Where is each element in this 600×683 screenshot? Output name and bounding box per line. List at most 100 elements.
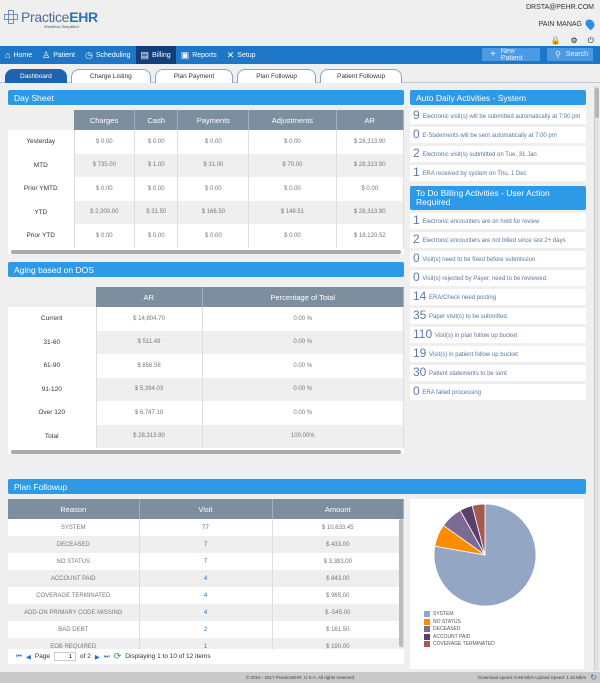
table-row[interactable]: ADD-ON PRIMARY CODE MISSING 4 $ -545.00 <box>8 604 404 621</box>
last-page-icon[interactable]: ⏭ <box>103 652 110 660</box>
todo-item[interactable]: 0 Visit(s) rejected by Payer, need to be… <box>410 270 586 286</box>
tab-plan-followup[interactable]: Plan Followup <box>237 69 317 83</box>
page-scrollbar-thumb[interactable] <box>595 88 599 118</box>
footer: © 2016 - 2017 PracticeEHR, U.S.A. All ri… <box>0 672 600 683</box>
activity-item[interactable]: 9 Electronic visit(s) will be submitted … <box>410 108 586 124</box>
nav-setup[interactable]: ✕ Setup <box>226 49 256 60</box>
main-nav: ⌂ Home ♙ Patient ◷ Scheduling ▤ Billing ▣ Rep… <box>0 46 600 64</box>
activities-column: Auto Daily Activities - System 9 Electro… <box>410 90 586 400</box>
todo-item[interactable]: 19 Visit(s) in patient follow up bucket <box>410 346 586 362</box>
plus-icon: + <box>490 49 496 60</box>
logo-cross-icon <box>4 10 20 24</box>
gear-icon[interactable]: ⚙ <box>570 36 578 45</box>
table-row: 91-120 $ 5,394.03 0.00 % <box>8 377 404 401</box>
practice-name[interactable]: PAIN MANAG <box>538 20 582 28</box>
todo-item[interactable]: 0 ERA failed processing <box>410 384 586 400</box>
search-icon: ⚲ <box>555 50 561 59</box>
page-scrollbar[interactable] <box>594 86 599 671</box>
table-row: Total $ 28,313.90 100.00% <box>8 424 404 448</box>
aging-hscroll[interactable] <box>11 450 401 454</box>
copyright: © 2016 - 2017 PracticeEHR, U.S.A. All ri… <box>245 675 355 680</box>
col-charges: Charges <box>74 110 136 130</box>
plan-followup-panel: Plan Followup Reason Visit Amount SYSTEM… <box>8 479 586 669</box>
search-button[interactable]: ⚲ Search <box>547 48 593 61</box>
location-pin-icon[interactable] <box>583 17 597 31</box>
tab-dashboard[interactable]: Dashboard <box>5 69 67 83</box>
day-sheet-panel: Day Sheet Charges Cash Payments Adjustme… <box>8 90 405 256</box>
col-visit: Visit <box>139 499 273 519</box>
col-percentage: Percentage of Total <box>202 287 404 307</box>
todo-item[interactable]: 14 ERA/Check need posting <box>410 289 586 305</box>
plan-followup-title: Plan Followup <box>8 479 586 494</box>
aging-title: Aging based on DOS <box>8 262 404 277</box>
grid-scrollbar[interactable] <box>399 519 403 647</box>
nav-home[interactable]: ⌂ Home <box>5 50 33 60</box>
table-row[interactable]: DECEASED 7 $ 433.00 <box>8 536 404 553</box>
billing-tabs: Dashboard Charge Listing Plan Payment Pl… <box>0 67 600 83</box>
billing-icon: ▤ <box>140 49 150 60</box>
col-ar: AR <box>336 110 405 130</box>
activity-item[interactable]: 0 E-Statements will be sent automaticall… <box>410 127 586 143</box>
aging-table: AR Percentage of Total Current $ 14,804.7… <box>8 287 404 448</box>
table-row: MTD $ 735.00 $ 1.00 $ 31.00 $ 70.00 $ 28,313.… <box>8 153 405 177</box>
table-row[interactable]: BAD DEBT 2 $ 161.50 <box>8 621 404 638</box>
nav-patient[interactable]: ♙ Patient <box>42 49 75 60</box>
day-sheet-hscroll[interactable] <box>11 249 401 254</box>
todo-item[interactable]: 1 Electronic encounters are on hold for … <box>410 213 586 229</box>
table-row: 31-60 $ 511.49 0.00 % <box>8 330 404 354</box>
nav-reports[interactable]: ▣ Reports <box>180 49 217 60</box>
pager: ⏮ ◀ Page of 2 ▶ ⏭ ⟳ Displaying 1 to 10 o… <box>8 649 404 664</box>
todo-item[interactable]: 110 Visit(s) in plan follow up bucket <box>410 327 586 343</box>
first-page-icon[interactable]: ⏮ <box>16 652 22 660</box>
nav-billing[interactable]: ▤ Billing <box>135 46 176 64</box>
next-page-icon[interactable]: ▶ <box>94 653 100 661</box>
col-cash: Cash <box>134 110 179 130</box>
pie-chart <box>433 503 537 607</box>
legend-item: NO STATUS <box>424 618 495 625</box>
home-icon: ⌂ <box>5 50 11 60</box>
aging-panel: Aging based on DOS AR Percentage of Tota… <box>8 262 404 456</box>
activity-item[interactable]: 1 ERA received by system on Thu, 1 Dec <box>410 165 586 181</box>
patient-icon: ♙ <box>42 49 51 60</box>
day-sheet-title: Day Sheet <box>8 90 404 105</box>
table-row: Prior YMTD $ 0.00 $ 0.00 $ 0.00 $ 0.00 $ 0.00 <box>8 177 405 201</box>
todo-item[interactable]: 30 Patient statements to be sent <box>410 365 586 381</box>
legend-item: COVERAGE TERMINATED <box>424 641 495 647</box>
tools-icon: ✕ <box>226 49 235 60</box>
todo-item[interactable]: 2 Electronic encounters are not billed s… <box>410 232 586 248</box>
prev-page-icon[interactable]: ◀ <box>25 653 31 661</box>
logo-tagline: Workflow Simplified <box>44 24 79 29</box>
legend-item: ACCOUNT PAID <box>424 633 495 640</box>
table-row[interactable]: COVERAGE TERMINATED 4 $ 965.00 <box>8 587 404 604</box>
plan-followup-grid: Reason Visit Amount SYSTEM 77 $ 10,633.45 … <box>8 499 404 664</box>
pie-slice[interactable] <box>471 503 486 556</box>
table-row[interactable]: SYSTEM 77 $ 10,633.45 <box>8 519 404 536</box>
todo-title: To Do Billing Activities - User Action R… <box>410 186 586 210</box>
tab-charge-listing[interactable]: Charge Listing <box>70 69 151 83</box>
todo-item[interactable]: 0 Visit(s) need to be fixed before submi… <box>410 251 586 267</box>
tab-patient-followup[interactable]: Patient Followup <box>320 69 403 83</box>
refresh-speed-icon[interactable]: ↻ <box>590 673 597 682</box>
col-payments: Payments <box>177 110 250 130</box>
lock-icon[interactable]: 🔒 <box>550 36 561 45</box>
tab-plan-payment[interactable]: Plan Payment <box>154 69 234 83</box>
refresh-icon[interactable]: ⟳ <box>113 651 122 661</box>
nav-scheduling[interactable]: ◷ Scheduling <box>85 49 131 60</box>
new-patient-button[interactable]: + New Patient <box>482 48 540 62</box>
table-row[interactable]: EOB REQUIRED 1 $ 190.00 <box>8 638 404 649</box>
table-row: Over 120 $ 6,747.10 0.00 % <box>8 401 404 425</box>
legend-item: DECEASED <box>424 626 495 632</box>
power-icon[interactable]: ⏻ <box>587 36 594 45</box>
user-email[interactable]: DRSTA@PEHR.COM <box>525 4 594 11</box>
auto-daily-title: Auto Daily Activities - System <box>410 90 586 105</box>
todo-item[interactable]: 35 Paper visit(s) to be submitted. <box>410 308 586 324</box>
page-number-input[interactable] <box>54 652 77 661</box>
table-row[interactable]: ACCOUNT PAID 4 $ 843.00 <box>8 570 404 587</box>
table-row[interactable]: NO STATUS 7 $ 3,383.00 <box>8 553 404 570</box>
logo: PracticeEHR Workflow Simplified <box>4 10 98 29</box>
chart-legend: SYSTEM NO STATUS DECEASED ACCOUNT PAID C… <box>424 611 495 649</box>
pager-info: Displaying 1 to 10 of 12 items <box>125 653 211 660</box>
activity-item[interactable]: 2 Electronic visit(s) submitted on Tue, … <box>410 146 586 162</box>
table-row: Current $ 14,804.70 0.00 % <box>8 307 404 331</box>
day-sheet-table: Charges Cash Payments Adjustments AR Yes… <box>8 110 405 248</box>
